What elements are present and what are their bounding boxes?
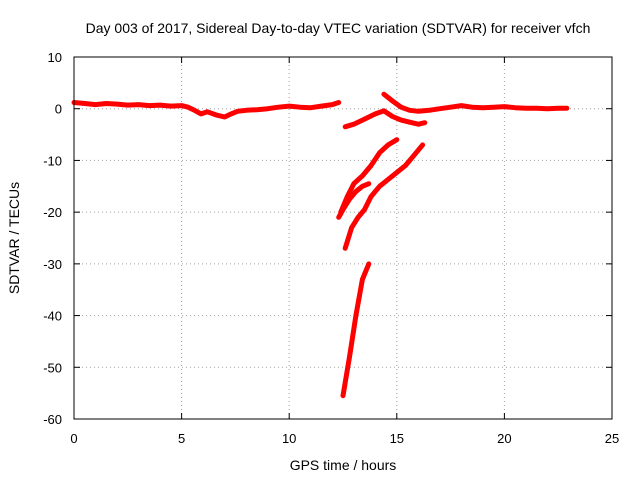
grid [74, 57, 612, 419]
x-tick-label: 20 [497, 431, 511, 446]
x-tick-label: 0 [70, 431, 77, 446]
series-line-arc-3 [381, 91, 570, 114]
y-tick-label: -40 [43, 309, 62, 324]
plot-frame [73, 56, 613, 420]
series-line-arc-4 [338, 137, 400, 215]
y-axis-label: SDTVAR / TECUs [6, 182, 22, 294]
x-tick-label: 5 [178, 431, 185, 446]
series-line-arc-5 [342, 142, 426, 251]
x-axis-ticks: 0 5 10 15 20 25 [70, 57, 619, 446]
series-line-arc-2 [342, 108, 428, 130]
series-line-arc-7 [340, 261, 372, 399]
x-tick-label: 15 [390, 431, 404, 446]
y-tick-label: -20 [43, 205, 62, 220]
x-tick-label: 10 [282, 431, 296, 446]
chart-title: Day 003 of 2017, Sidereal Day-to-day VTE… [86, 20, 591, 36]
y-tick-label: -60 [43, 412, 62, 427]
y-tick-label: 0 [55, 102, 62, 117]
y-tick-label: -50 [43, 360, 62, 375]
y-axis-ticks: 10 0 -10 -20 -30 -40 -50 -60 [43, 50, 612, 427]
series-line-arc-1 [71, 100, 342, 120]
y-tick-label: 10 [48, 50, 62, 65]
x-axis-label: GPS time / hours [290, 457, 397, 473]
series-group [71, 91, 570, 399]
y-tick-label: -10 [43, 153, 62, 168]
y-tick-label: -30 [43, 257, 62, 272]
series-line-arc-6 [336, 181, 372, 220]
x-tick-label: 25 [605, 431, 619, 446]
